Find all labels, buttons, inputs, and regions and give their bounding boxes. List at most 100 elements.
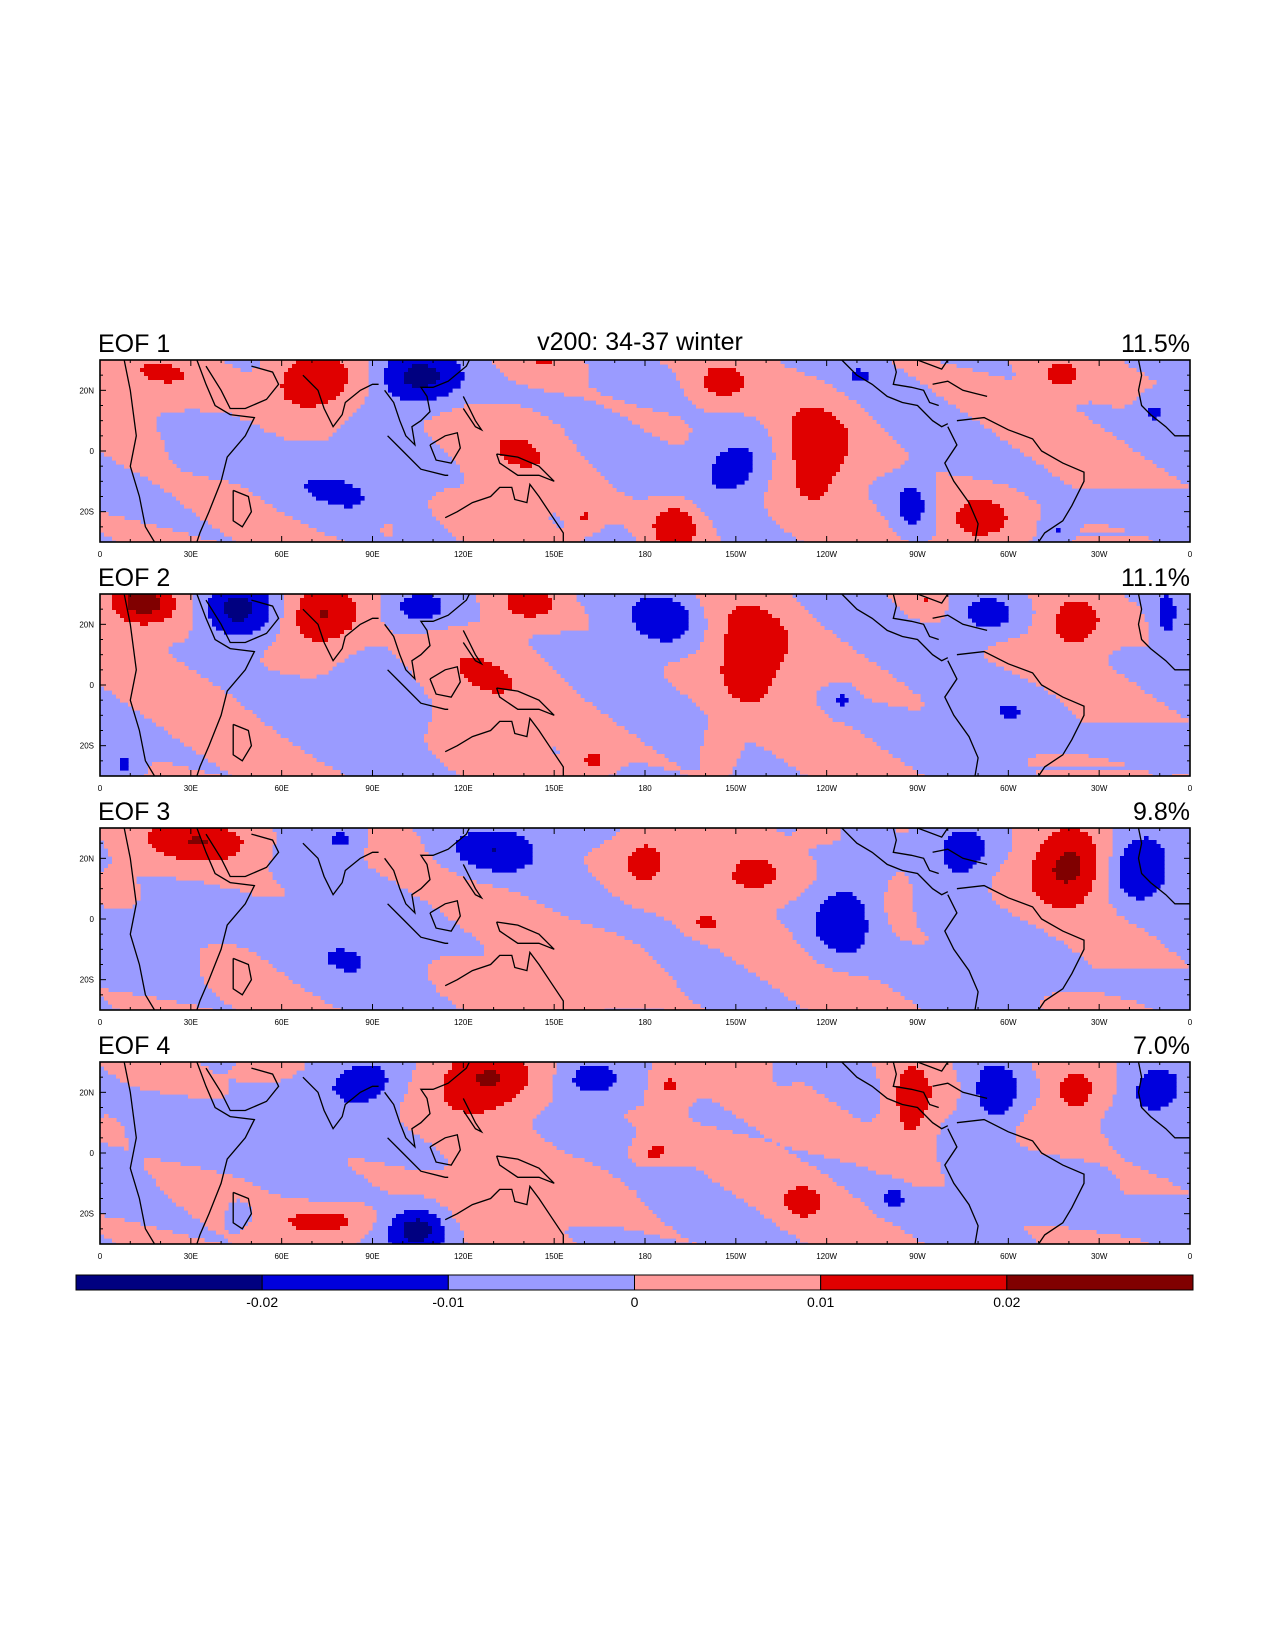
contour-cell: [1016, 1138, 1109, 1143]
contour-cell: [936, 488, 1017, 493]
contour-cell: [140, 710, 253, 715]
contour-cell: [600, 844, 645, 849]
contour-cell: [248, 614, 269, 619]
contour-cell: [1116, 1174, 1157, 1179]
contour-cell: [100, 528, 173, 533]
contour-cell: [648, 1070, 773, 1075]
contour-cell: [840, 1158, 937, 1163]
contour-cell: [908, 1066, 917, 1071]
coastline: [232, 723, 253, 762]
contour-cell: [116, 1242, 221, 1244]
contour-cell: [208, 614, 229, 619]
contour-cell: [960, 524, 1005, 529]
contour-cell: [900, 508, 925, 513]
coastline: [429, 1134, 461, 1166]
coastline: [123, 1062, 156, 1244]
contour-cell: [112, 456, 169, 461]
contour-cell: [300, 606, 357, 611]
contour-cell: [148, 766, 189, 771]
contour-cell: [1080, 868, 1097, 873]
contour-cell: [632, 1138, 765, 1143]
contour-cell: [792, 1210, 817, 1215]
contour-cell: [432, 718, 613, 723]
contour-cell: [448, 1070, 485, 1075]
coastline: [892, 594, 939, 641]
contour-cell: [384, 380, 405, 385]
contour-cell: [680, 690, 729, 695]
contour-cell: [296, 1226, 341, 1231]
contour-cell: [100, 392, 285, 397]
contour-cell: [796, 828, 841, 833]
contour-cell: [1008, 908, 1117, 913]
contour-cell: [1004, 524, 1037, 529]
contour-cell: [1056, 872, 1081, 877]
contour-cell: [344, 384, 369, 389]
contour-cell: [100, 626, 193, 631]
contour-cell: [408, 1238, 425, 1243]
contour-cell: [900, 1082, 929, 1087]
contour-cell: [664, 766, 681, 771]
contour-cell: [664, 1146, 785, 1151]
contour-cell: [1020, 1122, 1101, 1127]
contour-cell: [284, 392, 341, 397]
coastline: [384, 360, 470, 447]
contour-cell: [696, 920, 717, 925]
contour-cell: [692, 520, 713, 525]
contour-cell: [724, 650, 789, 655]
contour-cell: [1072, 540, 1153, 542]
coastline: [384, 594, 470, 681]
contour-cell: [456, 1004, 701, 1009]
contour-cell: [348, 1162, 385, 1167]
contour-cell: [936, 532, 973, 537]
contour-cell: [648, 762, 677, 767]
contour-cell: [668, 662, 725, 667]
contour-cell: [308, 488, 361, 493]
contour-cell: [600, 762, 629, 767]
contour-cell: [1048, 932, 1149, 937]
contour-cell: [1016, 372, 1049, 377]
contour-cell: [1160, 610, 1177, 615]
contour-cell: [632, 610, 689, 615]
contour-cell: [1092, 836, 1113, 841]
contour-cell: [472, 932, 617, 937]
contour-cell: [724, 952, 809, 957]
contour-cell: [460, 1222, 665, 1227]
contour-cell: [1096, 872, 1109, 877]
contour-cell: [972, 618, 1009, 623]
contour-cell: [820, 908, 865, 913]
contour-cell: [896, 932, 925, 937]
contour-cell: [656, 536, 693, 541]
x-tick-label: 120W: [816, 550, 837, 559]
contour-cell: [724, 646, 789, 651]
contour-cell: [732, 1110, 849, 1115]
contour-cell: [732, 1190, 789, 1195]
contour-cell: [1040, 1090, 1061, 1095]
coastline: [944, 660, 979, 776]
contour-cell: [1072, 710, 1177, 715]
contour-cell: [596, 400, 625, 405]
contour-cell: [740, 698, 761, 703]
contour-cell: [252, 606, 269, 611]
contour-cell: [736, 368, 797, 373]
x-tick-label: 0: [98, 550, 103, 559]
contour-cell: [100, 880, 137, 885]
contour-cell: [404, 1226, 433, 1231]
contour-cell: [792, 424, 845, 429]
contour-cell: [796, 472, 837, 477]
contour-cell: [100, 884, 141, 889]
contour-cell: [660, 436, 689, 441]
contour-cell: [612, 836, 841, 841]
contour-cell: [100, 364, 145, 369]
contour-cell: [892, 1174, 945, 1179]
contour-cell: [1052, 904, 1077, 909]
contour-cell: [992, 892, 1037, 897]
contour-cell: [708, 714, 829, 719]
contour-cell: [144, 364, 173, 369]
y-tick-label: 0: [90, 681, 95, 690]
contour-cell: [228, 828, 273, 833]
contour-cell: [704, 638, 725, 643]
contour-cell: [708, 368, 737, 373]
contour-cell: [900, 512, 921, 517]
contour-cell: [404, 1098, 445, 1103]
